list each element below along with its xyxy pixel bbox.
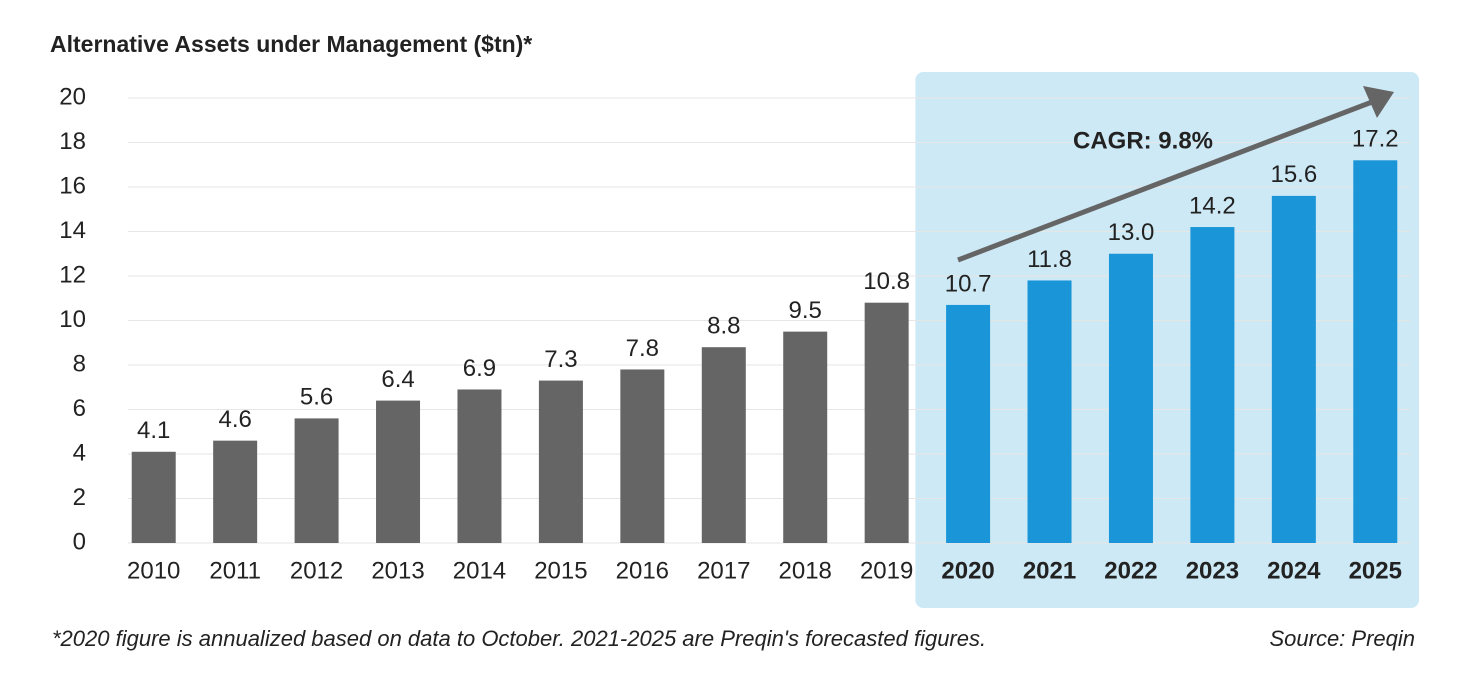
y-tick-label: 4 [73,439,86,466]
value-label: 7.3 [544,346,577,373]
y-tick-label: 2 [73,484,86,511]
value-label: 9.5 [789,297,822,324]
value-label: 13.0 [1108,219,1155,246]
x-tick-label: 2010 [127,557,180,584]
value-label: 6.4 [381,366,414,393]
x-tick-label: 2014 [453,557,506,584]
cagr-arrowhead [1363,86,1394,118]
y-tick-label: 16 [59,172,86,199]
value-label: 7.8 [626,335,659,362]
bar [783,331,828,543]
value-label: 14.2 [1189,192,1236,219]
value-label: 5.6 [300,384,333,411]
y-tick-label: 6 [73,395,86,422]
value-label: 15.6 [1270,161,1317,188]
value-label: 11.8 [1027,246,1072,273]
bar [864,302,909,543]
bar [1190,227,1235,544]
value-label: 6.9 [463,355,496,382]
value-label: 8.8 [707,313,740,340]
x-tick-label: 2015 [534,557,587,584]
bar [1027,280,1072,543]
bar [294,418,339,543]
bar [213,440,258,543]
x-tick-label: 2018 [779,557,832,584]
x-tick-label: 2025 [1349,557,1402,584]
x-tick-label: 2024 [1267,557,1321,584]
value-label: 10.8 [863,268,910,295]
x-tick-label: 2012 [290,557,343,584]
x-tick-label: 2011 [209,557,261,584]
annotation: CAGR: 9.8% [1073,127,1213,154]
footnote: *2020 figure is annualized based on data… [52,626,986,651]
bar [457,389,502,543]
chart-title: Alternative Assets under Management ($tn… [50,31,532,57]
x-tick-label: 2016 [616,557,669,584]
y-tick-label: 20 [59,83,86,110]
bar [538,380,583,543]
bar [701,347,746,543]
x-tick-label: 2017 [697,557,750,584]
cagr-arrow [957,99,1373,263]
bar [1108,253,1153,543]
bar [376,400,421,543]
x-tick-label: 2020 [941,557,994,584]
source: Source: Preqin [1269,626,1415,651]
y-tick-label: 0 [73,528,86,555]
x-tick-label: 2023 [1186,557,1239,584]
y-tick-label: 8 [73,350,86,377]
x-tick-label: 2013 [371,557,424,584]
value-label: 4.1 [137,417,170,444]
bar [946,304,991,543]
value-label: 17.2 [1352,126,1399,153]
x-tick-label: 2019 [860,557,913,584]
y-tick-label: 10 [59,306,86,333]
bar [1271,195,1316,543]
x-tick-label: 2022 [1104,557,1157,584]
bar [131,451,176,543]
y-tick-label: 12 [59,261,86,288]
x-tick-label: 2021 [1023,557,1076,584]
bar [620,369,665,543]
value-label: 10.7 [945,270,992,297]
y-tick-label: 14 [59,217,86,244]
bar [1353,160,1398,544]
value-label: 4.6 [218,406,251,433]
y-tick-label: 18 [59,128,86,155]
